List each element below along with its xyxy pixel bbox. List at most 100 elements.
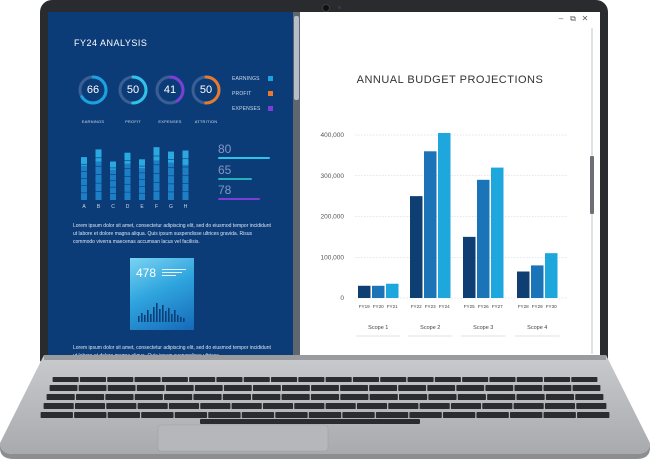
x-tick-label: FY25 <box>464 304 475 309</box>
x-tick-label: FY28 <box>518 304 529 309</box>
left-scroll-thumb[interactable] <box>294 16 299 100</box>
right-scroll-thumb[interactable] <box>590 156 594 214</box>
keyboard-key <box>516 377 543 382</box>
keyboard-key <box>340 394 369 400</box>
stat-line <box>218 178 252 180</box>
y-tick-label: 300,000 <box>321 173 345 180</box>
keyboard-key <box>428 394 457 400</box>
group-label: Scope 4 <box>527 325 547 331</box>
keyboard-key <box>516 394 545 400</box>
keyboard-key <box>275 412 308 418</box>
x-tick-label: FY20 <box>373 304 384 309</box>
keyboard-key <box>487 394 516 400</box>
gauge-label: ATTRITION <box>194 119 218 124</box>
keyboard-key <box>407 377 434 382</box>
legend-swatch <box>268 91 273 96</box>
stat-value: 80 <box>218 142 232 156</box>
keyboard-key <box>352 377 379 382</box>
mini-bar <box>124 163 131 200</box>
legend-label: EARNINGS <box>232 76 260 82</box>
x-tick-label: FY29 <box>532 304 543 309</box>
keyboard-key <box>136 385 165 391</box>
legend-swatch <box>268 106 273 111</box>
mini-bar-label: B <box>96 204 101 210</box>
keyboard-key <box>243 377 270 382</box>
keyboard-key <box>282 385 310 391</box>
keyboard-key <box>577 412 610 418</box>
mini-bar <box>153 160 160 200</box>
x-tick-label: FY21 <box>387 304 398 309</box>
keyboard-key <box>281 394 310 400</box>
keyboard-key <box>572 385 601 391</box>
keyboard-key <box>375 412 409 418</box>
keyboard-key <box>252 385 281 391</box>
card-caption-placeholder <box>162 268 190 276</box>
keyboard-key <box>137 403 168 409</box>
keyboard-key <box>575 394 604 400</box>
keyboard-key <box>442 412 476 418</box>
budget-bar <box>531 265 544 298</box>
y-tick-label: 400,000 <box>321 132 345 139</box>
budget-bar <box>372 285 385 298</box>
mini-bar <box>81 165 87 200</box>
chart-panel: ANNUAL BUDGET PROJECTIONS 400,000 300,000… <box>300 12 600 356</box>
keyboard-key <box>510 412 543 418</box>
keyboard-key <box>294 403 325 409</box>
keyboard-key <box>489 377 516 382</box>
gauge-arc <box>191 75 221 105</box>
keyboard-key <box>193 394 222 400</box>
stat-value: 65 <box>218 163 232 177</box>
keyboard-key <box>46 394 75 400</box>
budget-bar <box>424 151 437 298</box>
minimize-icon[interactable]: – <box>558 14 564 23</box>
mini-bar-label: E <box>140 204 144 210</box>
keyboard-key <box>141 412 174 418</box>
gauge-earnings: 66 <box>77 74 109 106</box>
keyboard-key <box>43 403 74 409</box>
keyboard-key <box>134 377 161 382</box>
x-tick-label: FY30 <box>546 304 557 309</box>
keyboard-key <box>252 394 281 400</box>
keyboard-key <box>399 394 428 400</box>
keyboard-key <box>79 377 106 382</box>
stat-line <box>218 198 260 200</box>
keyboard-key <box>49 385 78 391</box>
keyboard-key <box>40 412 73 418</box>
waveform-graphic <box>138 303 185 322</box>
keyboard-key <box>427 385 456 391</box>
keyboard-key <box>476 412 509 418</box>
restore-icon[interactable]: ⧉ <box>570 14 576 23</box>
keyboard-key <box>513 403 544 409</box>
group-label: Scope 3 <box>473 325 493 331</box>
budget-bar <box>438 132 451 298</box>
budget-bar <box>410 196 423 298</box>
panel-divider[interactable] <box>293 12 300 356</box>
keyboard-key <box>544 403 576 409</box>
y-tick-label: 0 <box>340 295 344 302</box>
gauge-arc <box>118 75 148 105</box>
keyboard-key <box>52 377 79 382</box>
keyboard-key <box>165 385 194 391</box>
gauge-arc <box>78 75 108 105</box>
mini-bar-label: G <box>169 204 173 210</box>
keyboard-key <box>457 394 486 400</box>
gauge-profit: 50 <box>117 74 149 106</box>
keyboard-key <box>356 403 388 409</box>
metric-card: 478 <box>130 258 194 330</box>
panel-title: FY24 ANALYSIS <box>74 38 148 48</box>
keyboard-key <box>216 377 243 382</box>
keyboard-key <box>174 412 208 418</box>
keyboard-key <box>74 403 106 409</box>
x-tick-label: FY26 <box>478 304 489 309</box>
keyboard-key <box>310 394 340 400</box>
keyboard-key <box>342 412 375 418</box>
body-text-2: Lorem ipsum dolor sit amet, consectetur … <box>73 345 271 356</box>
keyboard-key <box>106 403 137 409</box>
budget-bar <box>386 283 399 298</box>
legend-label: EXPENSES <box>232 106 261 112</box>
stat-value: 78 <box>218 183 232 197</box>
card-value: 478 <box>136 266 157 280</box>
close-icon[interactable]: ✕ <box>581 14 589 23</box>
budget-bar <box>477 179 490 298</box>
